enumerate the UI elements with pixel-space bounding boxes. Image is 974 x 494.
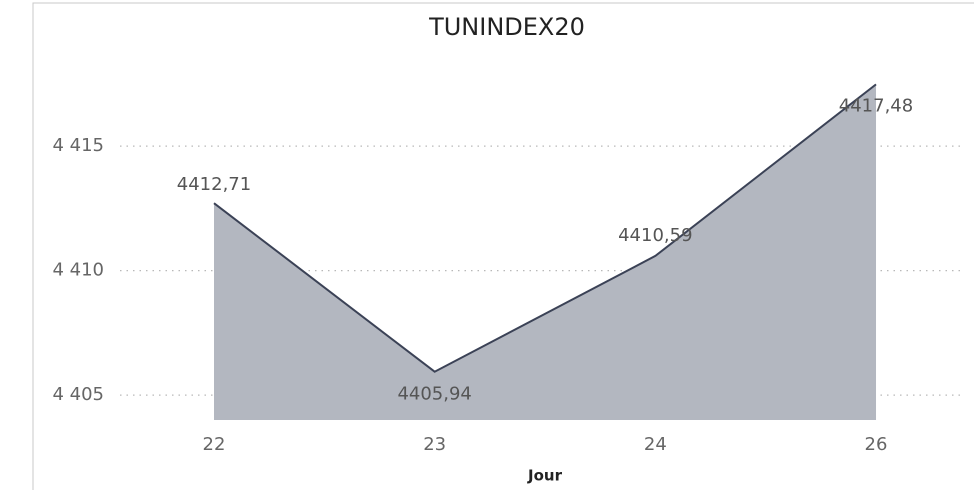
line [213,83,877,373]
data-label: 4412,71 [177,174,251,195]
y-tick-label: 4 405 [52,384,104,405]
x-tick-label: 24 [644,434,667,455]
data-label: 4405,94 [397,384,471,405]
data-label: 4417,48 [839,95,913,116]
x-axis-title: Jour [527,467,563,485]
y-tick-label: 4 415 [52,135,104,156]
chart-title: TUNINDEX20 [428,13,585,41]
x-tick-label: 22 [203,434,226,455]
data-label: 4410,59 [618,225,692,246]
area [214,84,877,421]
x-tick-label: 23 [423,434,446,455]
frame [32,2,974,494]
y-tick-label: 4 410 [52,260,104,281]
x-tick-label: 26 [865,434,888,455]
